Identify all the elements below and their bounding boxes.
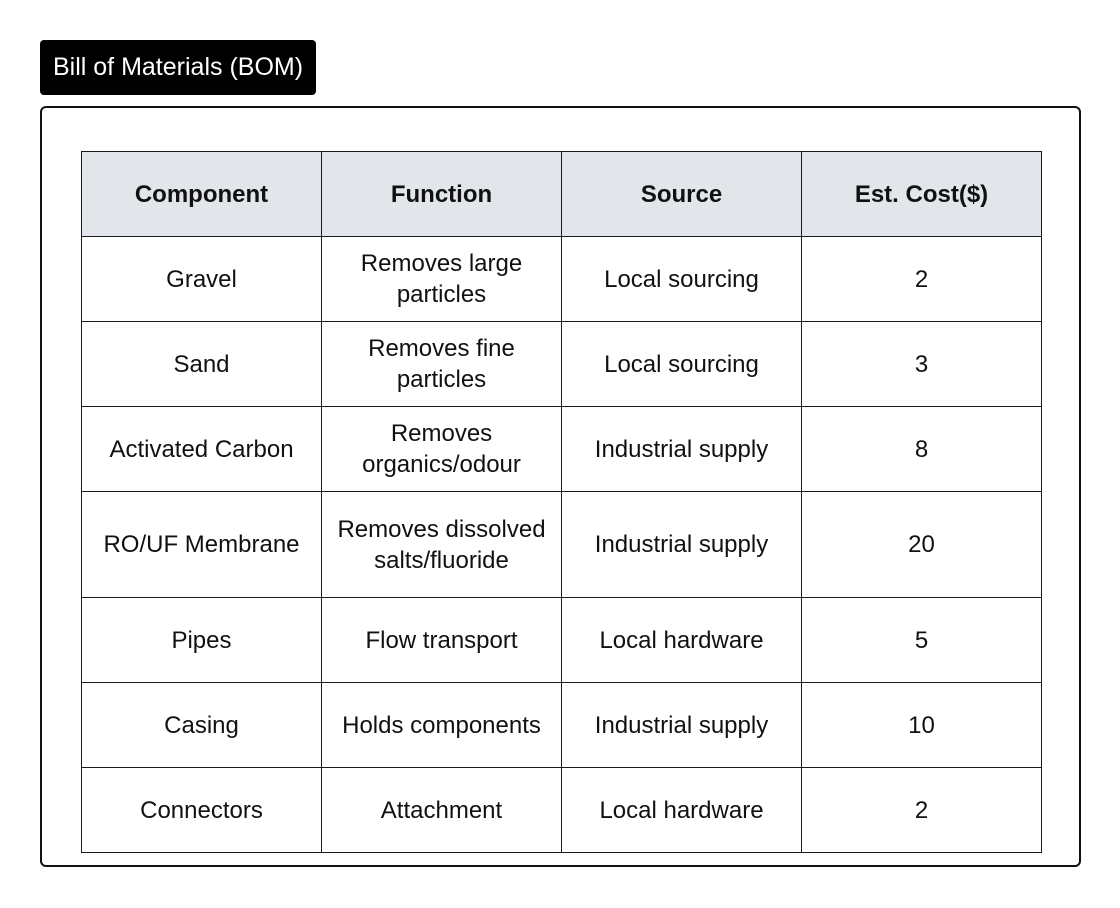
cell-component: Gravel	[81, 236, 322, 322]
cell-component: Sand	[81, 321, 322, 407]
cell-cost: 2	[801, 767, 1042, 853]
cell-function: Holds components	[321, 682, 562, 768]
header-est-cost: Est. Cost($)	[801, 151, 1042, 237]
cell-function: Attachment	[321, 767, 562, 853]
cell-source: Industrial supply	[561, 406, 802, 492]
page-title: Bill of Materials (BOM)	[40, 40, 317, 95]
header-function: Function	[321, 151, 562, 237]
cell-cost: 2	[801, 236, 1042, 322]
cell-component: RO/UF Membrane	[81, 491, 322, 598]
cell-cost: 10	[801, 682, 1042, 768]
bom-table: Component Function Source Est. Cost($) G…	[81, 151, 1042, 853]
table-row: Pipes Flow transport Local hardware 5	[81, 597, 1042, 683]
cell-source: Local hardware	[561, 597, 802, 683]
table-row: RO/UF Membrane Removes dissolved salts/f…	[81, 491, 1042, 598]
cell-source: Local sourcing	[561, 321, 802, 407]
cell-function: Removes dissolved salts/fluoride	[321, 491, 562, 598]
cell-component: Casing	[81, 682, 322, 768]
cell-function: Flow transport	[321, 597, 562, 683]
bom-panel: Component Function Source Est. Cost($) G…	[40, 106, 1081, 867]
cell-function: Removes large particles	[321, 236, 562, 322]
table-row: Casing Holds components Industrial suppl…	[81, 682, 1042, 768]
cell-component: Connectors	[81, 767, 322, 853]
header-component: Component	[81, 151, 322, 237]
cell-component: Activated Carbon	[81, 406, 322, 492]
cell-source: Local hardware	[561, 767, 802, 853]
table-row: Sand Removes fine particles Local sourci…	[81, 321, 1042, 407]
cell-cost: 5	[801, 597, 1042, 683]
table-row: Activated Carbon Removes organics/odour …	[81, 406, 1042, 492]
cell-cost: 3	[801, 321, 1042, 407]
cell-source: Industrial supply	[561, 491, 802, 598]
cell-cost: 8	[801, 406, 1042, 492]
cell-component: Pipes	[81, 597, 322, 683]
table-row: Connectors Attachment Local hardware 2	[81, 767, 1042, 853]
cell-function: Removes fine particles	[321, 321, 562, 407]
table-header-row: Component Function Source Est. Cost($)	[81, 151, 1042, 237]
table-row: Gravel Removes large particles Local sou…	[81, 236, 1042, 322]
header-source: Source	[561, 151, 802, 237]
cell-function: Removes organics/odour	[321, 406, 562, 492]
cell-source: Industrial supply	[561, 682, 802, 768]
cell-source: Local sourcing	[561, 236, 802, 322]
cell-cost: 20	[801, 491, 1042, 598]
